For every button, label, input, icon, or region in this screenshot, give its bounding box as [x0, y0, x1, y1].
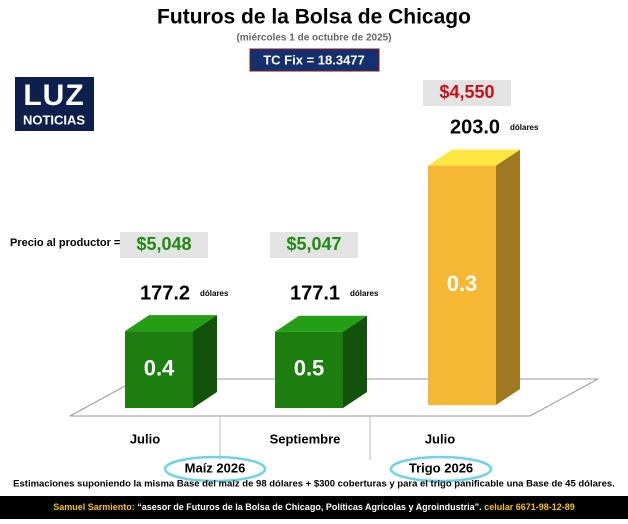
- bar: [125, 331, 193, 408]
- bar-top: [428, 149, 520, 166]
- bar: [275, 331, 343, 408]
- unit-label: dólares: [200, 289, 229, 298]
- chart-title: Futuros de la Bolsa de Chicago: [157, 6, 471, 29]
- bar-side: [193, 315, 217, 408]
- x-tick-label: Julio: [425, 431, 455, 446]
- credit-phone: celular 6671-98-12-89: [484, 502, 575, 512]
- unit-label: dólares: [510, 123, 539, 132]
- bar: [428, 165, 496, 405]
- bar-top: [125, 315, 217, 332]
- bar-change: 0.4: [144, 355, 175, 380]
- bar-top: [275, 315, 367, 332]
- group-oval: [389, 455, 493, 483]
- x-tick-label: Septiembre: [270, 431, 341, 446]
- group-label: Trigo 2026: [409, 460, 473, 475]
- value-label: 203.0: [450, 116, 500, 138]
- group-label: Maíz 2026: [185, 460, 246, 475]
- bar-change: 0.5: [294, 356, 325, 381]
- unit-label: dólares: [350, 289, 379, 298]
- group-oval: [163, 455, 267, 483]
- rate-box: [249, 48, 380, 72]
- value-label: 177.2: [140, 282, 190, 304]
- subtitle: (miércoles 1 de octubre de 2025): [236, 33, 391, 44]
- x-tick-label: Julio: [130, 431, 160, 446]
- bar-side: [343, 315, 367, 408]
- peso-price: $5,048: [136, 234, 191, 254]
- logo-bottom: NOTICIAS: [23, 112, 85, 127]
- credit-text: “asesor de Futuros de la Bolsa de Chicag…: [135, 502, 484, 512]
- peso-price: $5,047: [286, 234, 341, 254]
- value-label: 177.1: [290, 282, 340, 304]
- peso-price: $4,550: [439, 82, 494, 102]
- footnote: Estimaciones suponiendo la misma Base de…: [13, 479, 615, 490]
- credit: Samuel Sarmiento: “asesor de Futuros de …: [53, 502, 575, 512]
- logo: [15, 77, 94, 131]
- logo-top: LUZ: [23, 79, 84, 112]
- bar-change: 0.3: [447, 271, 478, 296]
- price-box: [270, 232, 358, 258]
- credit-bar: [0, 496, 628, 519]
- price-box: [423, 80, 511, 106]
- price-box: [120, 232, 208, 258]
- producer-price-label: Precio al productor =: [10, 237, 120, 249]
- exchange-rate: TC Fix = 18.3477: [263, 52, 365, 67]
- bar-side: [496, 149, 520, 405]
- credit-name: Samuel Sarmiento:: [53, 502, 135, 512]
